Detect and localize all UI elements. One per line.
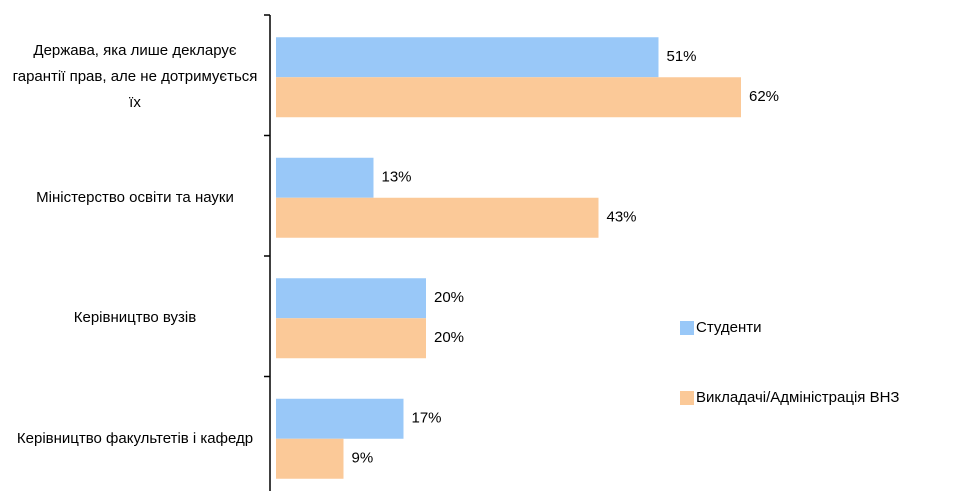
value-label: 20% [434, 289, 464, 306]
value-label: 17% [412, 410, 442, 427]
legend-label: Студенти [696, 319, 762, 336]
value-label: 62% [749, 88, 779, 105]
value-label: 9% [352, 450, 374, 467]
value-label: 51% [667, 48, 697, 65]
value-label: 20% [434, 329, 464, 346]
category-label: Керівництво вузів [73, 309, 197, 327]
legend-swatch [680, 321, 694, 335]
legend-label: Викладачі/Адміністрація ВНЗ [696, 389, 899, 406]
bar [276, 438, 344, 479]
bar [276, 157, 374, 198]
value-label: 13% [382, 169, 412, 186]
category-label: Міністерство освіти та науки [36, 188, 234, 206]
value-label: 43% [607, 209, 637, 226]
bar [276, 398, 404, 439]
category-label: Держава, яка лише декларує гарантії прав… [12, 42, 258, 112]
bar [276, 197, 599, 238]
bar [276, 318, 426, 359]
bar [276, 77, 741, 118]
bar [276, 37, 659, 78]
legend-swatch [680, 391, 694, 405]
bar [276, 278, 426, 319]
category-label: Керівництво факультетів і кафедр [16, 429, 254, 447]
